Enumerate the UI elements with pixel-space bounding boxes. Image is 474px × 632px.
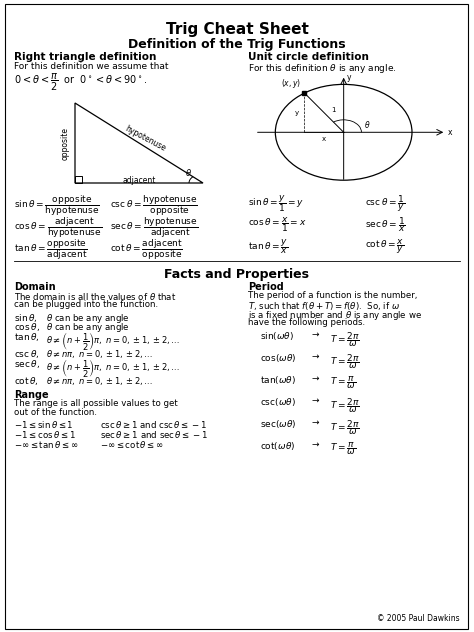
Text: $\rightarrow$: $\rightarrow$	[310, 330, 321, 339]
Text: $\cot\theta = \dfrac{x}{y}$: $\cot\theta = \dfrac{x}{y}$	[365, 237, 404, 256]
Text: have the following periods.: have the following periods.	[248, 318, 365, 327]
Text: Period: Period	[248, 282, 284, 292]
Text: Definition of the Trig Functions: Definition of the Trig Functions	[128, 38, 346, 51]
Text: $\sin\theta,$: $\sin\theta,$	[14, 312, 38, 324]
Text: adjacent: adjacent	[122, 176, 155, 185]
Text: $\sec\theta,$: $\sec\theta,$	[14, 358, 40, 370]
Text: $T$, such that $f(\theta+T)=f(\theta)$.  So, if $\omega$: $T$, such that $f(\theta+T)=f(\theta)$. …	[248, 300, 400, 312]
Text: $\theta$ can be any angle: $\theta$ can be any angle	[46, 321, 130, 334]
Text: $T=\dfrac{2\pi}{\omega}$: $T=\dfrac{2\pi}{\omega}$	[330, 352, 360, 371]
Text: $-\infty\leq\cot\theta\leq\infty$: $-\infty\leq\cot\theta\leq\infty$	[100, 439, 164, 450]
Text: $\theta$ can be any angle: $\theta$ can be any angle	[46, 312, 130, 325]
Text: can be plugged into the function.: can be plugged into the function.	[14, 300, 158, 309]
Bar	[75, 176, 82, 183]
Text: $\cot\theta = \dfrac{\mathrm{adjacent}}{\mathrm{opposite}}$: $\cot\theta = \dfrac{\mathrm{adjacent}}{…	[110, 237, 183, 262]
Text: $\csc\theta = \dfrac{\mathrm{hypotenuse}}{\mathrm{opposite}}$: $\csc\theta = \dfrac{\mathrm{hypotenuse}…	[110, 193, 198, 218]
Text: x: x	[447, 128, 452, 137]
Text: $\cot(\omega\theta)$: $\cot(\omega\theta)$	[260, 440, 295, 452]
Text: $(x, y)$: $(x, y)$	[282, 77, 302, 90]
Text: $\sec\theta = \dfrac{1}{x}$: $\sec\theta = \dfrac{1}{x}$	[365, 215, 406, 234]
Text: opposite: opposite	[61, 126, 70, 159]
Text: $\cos\theta = \dfrac{x}{1} = x$: $\cos\theta = \dfrac{x}{1} = x$	[248, 215, 307, 234]
Text: © 2005 Paul Dawkins: © 2005 Paul Dawkins	[377, 614, 460, 623]
Text: The period of a function is the number,: The period of a function is the number,	[248, 291, 418, 300]
Text: $-1\leq\sin\theta\leq1$: $-1\leq\sin\theta\leq1$	[14, 419, 73, 430]
Text: Right triangle definition: Right triangle definition	[14, 52, 156, 62]
Text: $\cos\theta,$: $\cos\theta,$	[14, 321, 40, 333]
Text: $T=\dfrac{\pi}{\omega}$: $T=\dfrac{\pi}{\omega}$	[330, 374, 356, 391]
Text: $\rightarrow$: $\rightarrow$	[310, 440, 321, 449]
Text: For this definition $\theta$ is any angle.: For this definition $\theta$ is any angl…	[248, 62, 396, 75]
Text: The range is all possible values to get: The range is all possible values to get	[14, 399, 178, 408]
Text: $\tan(\omega\theta)$: $\tan(\omega\theta)$	[260, 374, 296, 386]
Text: $\csc\theta,$: $\csc\theta,$	[14, 348, 39, 360]
Text: x: x	[322, 136, 326, 142]
Text: The domain is all the values of $\theta$ that: The domain is all the values of $\theta$…	[14, 291, 176, 302]
Text: Trig Cheat Sheet: Trig Cheat Sheet	[165, 22, 309, 37]
Text: $\rightarrow$: $\rightarrow$	[310, 396, 321, 405]
Text: 1: 1	[331, 107, 336, 112]
Text: Facts and Properties: Facts and Properties	[164, 268, 310, 281]
Text: $-1\leq\cos\theta\leq1$: $-1\leq\cos\theta\leq1$	[14, 429, 76, 440]
Text: is a fixed number and $\theta$ is any angle we: is a fixed number and $\theta$ is any an…	[248, 309, 422, 322]
Text: Range: Range	[14, 390, 49, 400]
Text: $\sec\theta = \dfrac{\mathrm{hypotenuse}}{\mathrm{adjacent}}$: $\sec\theta = \dfrac{\mathrm{hypotenuse}…	[110, 215, 198, 240]
Text: hypotenuse: hypotenuse	[123, 125, 167, 154]
Text: $\tan\theta,$: $\tan\theta,$	[14, 331, 39, 343]
Text: $\theta\neq n\pi,\ n=0,\pm1,\pm2,\ldots$: $\theta\neq n\pi,\ n=0,\pm1,\pm2,\ldots$	[46, 348, 153, 360]
Text: out of the function.: out of the function.	[14, 408, 97, 417]
Text: $\csc\theta = \dfrac{1}{y}$: $\csc\theta = \dfrac{1}{y}$	[365, 193, 405, 214]
Text: $\tan\theta = \dfrac{y}{x}$: $\tan\theta = \dfrac{y}{x}$	[248, 237, 288, 256]
Text: $\theta\neq\left(n+\dfrac{1}{2}\right)\pi,\ n=0,\pm1,\pm2,\ldots$: $\theta\neq\left(n+\dfrac{1}{2}\right)\p…	[46, 331, 180, 353]
Text: Unit circle definition: Unit circle definition	[248, 52, 369, 62]
Text: $T=\dfrac{2\pi}{\omega}$: $T=\dfrac{2\pi}{\omega}$	[330, 330, 360, 349]
Text: $\rightarrow$: $\rightarrow$	[310, 374, 321, 383]
Text: $\theta$: $\theta$	[184, 167, 191, 178]
Text: $\cos(\omega\theta)$: $\cos(\omega\theta)$	[260, 352, 296, 364]
Text: y: y	[295, 110, 299, 116]
Text: $-\infty\leq\tan\theta\leq\infty$: $-\infty\leq\tan\theta\leq\infty$	[14, 439, 79, 450]
Text: $\tan\theta = \dfrac{\mathrm{opposite}}{\mathrm{adjacent}}$: $\tan\theta = \dfrac{\mathrm{opposite}}{…	[14, 237, 88, 262]
Text: $\cos\theta = \dfrac{\mathrm{adjacent}}{\mathrm{hypotenuse}}$: $\cos\theta = \dfrac{\mathrm{adjacent}}{…	[14, 215, 102, 240]
Text: $\theta\neq n\pi,\ n=0,\pm1,\pm2,\ldots$: $\theta\neq n\pi,\ n=0,\pm1,\pm2,\ldots$	[46, 375, 153, 387]
Text: $T=\dfrac{2\pi}{\omega}$: $T=\dfrac{2\pi}{\omega}$	[330, 396, 360, 415]
Text: $\csc(\omega\theta)$: $\csc(\omega\theta)$	[260, 396, 296, 408]
Text: $\rightarrow$: $\rightarrow$	[310, 418, 321, 427]
Text: $\theta$: $\theta$	[364, 119, 370, 130]
Text: $T=\dfrac{2\pi}{\omega}$: $T=\dfrac{2\pi}{\omega}$	[330, 418, 360, 437]
Text: $\cot\theta,$: $\cot\theta,$	[14, 375, 39, 387]
Text: $\sin\theta = \dfrac{y}{1} = y$: $\sin\theta = \dfrac{y}{1} = y$	[248, 193, 304, 214]
Text: $\sec\theta\geq1$ and $\sec\theta\leq-1$: $\sec\theta\geq1$ and $\sec\theta\leq-1$	[100, 429, 208, 440]
Text: $\csc\theta\geq1$ and $\csc\theta\leq-1$: $\csc\theta\geq1$ and $\csc\theta\leq-1$	[100, 419, 207, 430]
Text: For this definition we assume that: For this definition we assume that	[14, 62, 168, 71]
Text: Domain: Domain	[14, 282, 55, 292]
Text: $0 < \theta < \dfrac{\pi}{2}$  or  $0^\circ < \theta < 90^\circ$.: $0 < \theta < \dfrac{\pi}{2}$ or $0^\cir…	[14, 72, 147, 93]
Text: $\sec(\omega\theta)$: $\sec(\omega\theta)$	[260, 418, 296, 430]
Text: $\sin(\omega\theta)$: $\sin(\omega\theta)$	[260, 330, 294, 342]
Text: $\sin\theta = \dfrac{\mathrm{opposite}}{\mathrm{hypotenuse}}$: $\sin\theta = \dfrac{\mathrm{opposite}}{…	[14, 193, 100, 218]
Text: y: y	[346, 73, 351, 82]
Text: $\theta\neq\left(n+\dfrac{1}{2}\right)\pi,\ n=0,\pm1,\pm2,\ldots$: $\theta\neq\left(n+\dfrac{1}{2}\right)\p…	[46, 358, 180, 380]
Text: $T=\dfrac{\pi}{\omega}$: $T=\dfrac{\pi}{\omega}$	[330, 440, 356, 457]
Text: $\rightarrow$: $\rightarrow$	[310, 352, 321, 361]
